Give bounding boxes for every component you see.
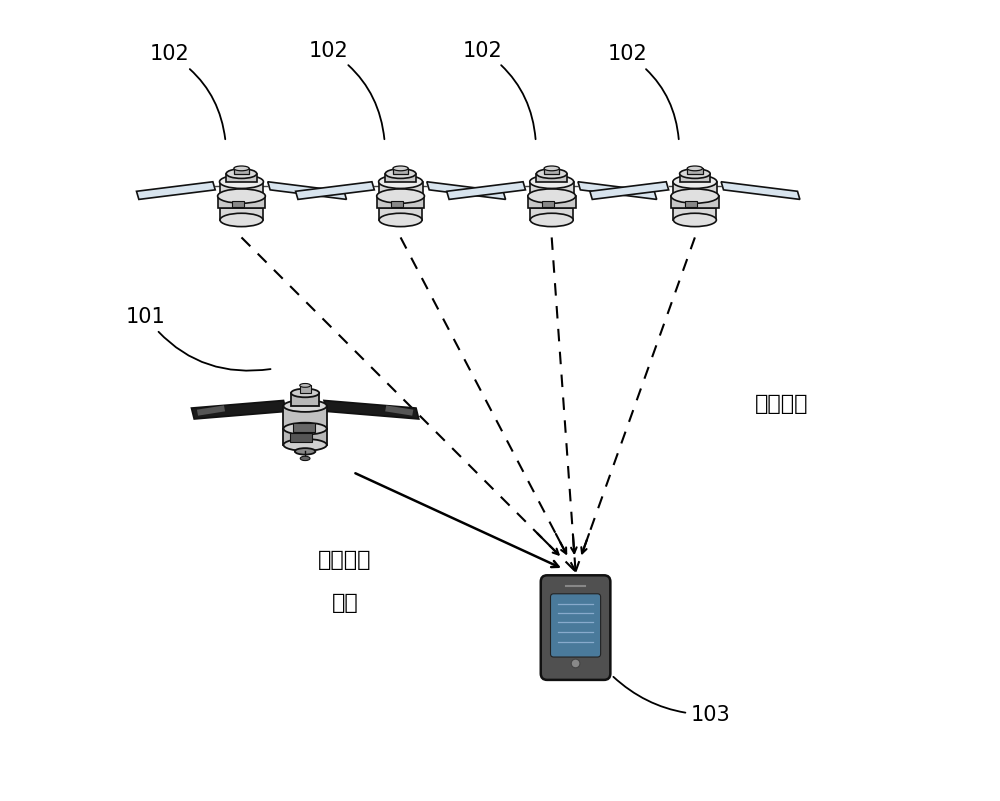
- Ellipse shape: [234, 166, 249, 171]
- Polygon shape: [680, 174, 710, 182]
- Polygon shape: [283, 406, 327, 429]
- Ellipse shape: [671, 189, 719, 203]
- Polygon shape: [283, 429, 327, 445]
- Polygon shape: [220, 182, 263, 196]
- Polygon shape: [391, 201, 403, 207]
- Text: 广播电文: 广播电文: [755, 394, 808, 414]
- Polygon shape: [530, 182, 574, 196]
- Ellipse shape: [226, 169, 257, 179]
- Polygon shape: [197, 405, 225, 416]
- Ellipse shape: [283, 400, 327, 412]
- Polygon shape: [393, 168, 408, 174]
- Ellipse shape: [544, 166, 559, 171]
- Ellipse shape: [393, 166, 408, 171]
- Polygon shape: [385, 174, 416, 182]
- Ellipse shape: [283, 423, 327, 435]
- Polygon shape: [136, 182, 215, 199]
- Text: 102: 102: [607, 45, 679, 139]
- Polygon shape: [234, 168, 249, 174]
- Text: 102: 102: [150, 45, 225, 139]
- Polygon shape: [578, 182, 657, 199]
- Polygon shape: [542, 201, 554, 207]
- Circle shape: [571, 659, 580, 668]
- Polygon shape: [544, 168, 559, 174]
- Polygon shape: [721, 182, 800, 199]
- Text: 102: 102: [463, 41, 536, 139]
- Ellipse shape: [385, 169, 416, 179]
- Polygon shape: [447, 182, 525, 199]
- Polygon shape: [528, 196, 576, 208]
- Ellipse shape: [220, 213, 263, 227]
- Polygon shape: [379, 208, 422, 220]
- Ellipse shape: [300, 384, 311, 387]
- Ellipse shape: [291, 388, 319, 397]
- Ellipse shape: [536, 169, 567, 179]
- Polygon shape: [536, 174, 567, 182]
- Polygon shape: [226, 174, 257, 182]
- Polygon shape: [673, 208, 716, 220]
- Ellipse shape: [218, 189, 265, 203]
- Text: 信号: 信号: [332, 594, 358, 614]
- Polygon shape: [379, 182, 423, 196]
- Polygon shape: [427, 182, 506, 199]
- Text: 导航增强: 导航增强: [318, 549, 372, 570]
- Polygon shape: [296, 182, 374, 199]
- Polygon shape: [293, 423, 315, 433]
- Text: 102: 102: [309, 41, 384, 139]
- Text: 101: 101: [126, 307, 271, 371]
- Polygon shape: [377, 196, 424, 208]
- FancyBboxPatch shape: [541, 575, 610, 680]
- Ellipse shape: [530, 175, 574, 188]
- Polygon shape: [218, 196, 265, 208]
- Ellipse shape: [680, 169, 710, 179]
- Ellipse shape: [377, 189, 424, 203]
- Ellipse shape: [528, 189, 576, 203]
- Polygon shape: [300, 385, 311, 393]
- Polygon shape: [685, 201, 697, 207]
- Ellipse shape: [379, 175, 423, 188]
- Polygon shape: [687, 168, 703, 174]
- Polygon shape: [232, 201, 244, 207]
- Ellipse shape: [283, 439, 327, 451]
- Polygon shape: [385, 405, 413, 416]
- Ellipse shape: [295, 448, 315, 455]
- Polygon shape: [290, 433, 312, 442]
- Ellipse shape: [530, 213, 573, 227]
- Ellipse shape: [673, 213, 716, 227]
- Ellipse shape: [687, 166, 703, 171]
- Polygon shape: [291, 393, 319, 406]
- Polygon shape: [530, 208, 573, 220]
- Ellipse shape: [300, 457, 310, 461]
- Ellipse shape: [220, 175, 263, 188]
- Polygon shape: [671, 196, 719, 208]
- Polygon shape: [590, 182, 669, 199]
- Text: 103: 103: [613, 677, 731, 725]
- Polygon shape: [220, 208, 263, 220]
- Polygon shape: [324, 400, 419, 419]
- Ellipse shape: [379, 213, 422, 227]
- Ellipse shape: [673, 175, 717, 188]
- Polygon shape: [268, 182, 346, 199]
- Polygon shape: [192, 400, 286, 419]
- FancyBboxPatch shape: [551, 594, 601, 657]
- Polygon shape: [673, 182, 717, 196]
